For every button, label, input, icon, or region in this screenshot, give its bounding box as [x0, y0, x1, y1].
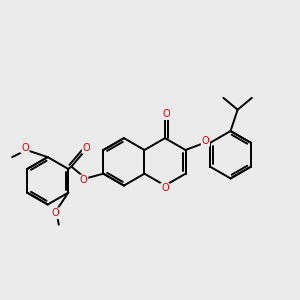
Text: O: O [52, 208, 59, 218]
Text: O: O [162, 109, 170, 119]
Text: O: O [202, 136, 209, 146]
Text: O: O [161, 183, 169, 194]
Text: O: O [82, 143, 90, 153]
Text: O: O [21, 142, 29, 153]
Text: O: O [80, 175, 88, 185]
